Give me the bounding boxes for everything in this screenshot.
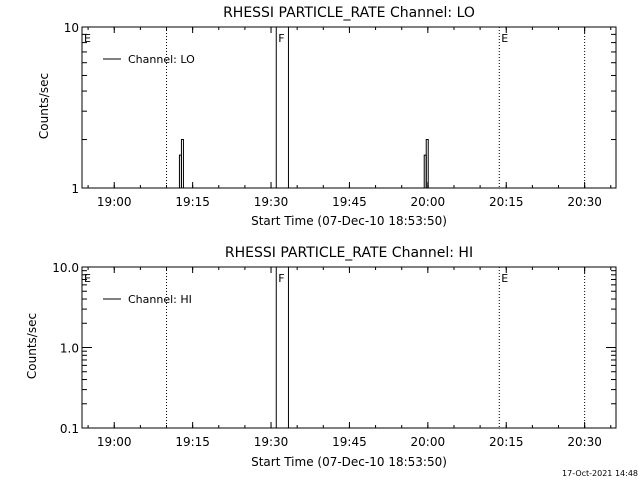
- y-tick-label: 0.1: [60, 422, 79, 436]
- timestamp: 17-Oct-2021 14:48: [562, 469, 638, 478]
- data-spike: [178, 154, 182, 188]
- y-axis-label: Counts/sec: [37, 73, 51, 139]
- event-marker-label: E: [501, 272, 508, 285]
- legend: Channel: LO: [103, 53, 195, 66]
- x-tick-label: 20:30: [567, 195, 602, 209]
- legend-label: Channel: HI: [128, 293, 192, 306]
- x-tick-label: 19:15: [175, 195, 210, 209]
- chart-title: RHESSI PARTICLE_RATE Channel: HI: [225, 245, 473, 261]
- y-axis-label: Counts/sec: [25, 313, 39, 379]
- y-tick-label: 1: [71, 182, 79, 196]
- data-spike: [423, 154, 427, 188]
- x-tick-label: 20:00: [411, 195, 446, 209]
- y-tick-label: 10: [64, 21, 79, 35]
- x-axis-label: Start Time (07-Dec-10 18:53:50): [251, 455, 447, 469]
- event-marker-label: F: [278, 32, 284, 45]
- tick-marks: 19:00 19:15 19:30 19:45 20:00 20:15 20:30 1 10: [64, 21, 616, 209]
- x-tick-label: 19:00: [97, 195, 132, 209]
- x-axis-label: Start Time (07-Dec-10 18:53:50): [251, 214, 447, 228]
- event-marker-label: E: [84, 272, 91, 285]
- x-tick-label: 20:30: [567, 435, 602, 449]
- event-marker-label: E: [84, 32, 91, 45]
- legend-label: Channel: LO: [128, 53, 195, 66]
- legend: Channel: HI: [103, 293, 192, 306]
- tick-marks: 19:00 19:15 19:30 19:45 20:00 20:15 20:30 0.1 1.…: [52, 261, 616, 449]
- x-tick-label: 20:00: [411, 435, 446, 449]
- data-series: [178, 139, 429, 188]
- event-marker-label: F: [278, 272, 284, 285]
- x-tick-label: 19:45: [332, 435, 367, 449]
- x-tick-label: 20:15: [489, 195, 524, 209]
- event-marker-label: E: [501, 32, 508, 45]
- x-tick-label: 20:15: [489, 435, 524, 449]
- panel-hi: RHESSI PARTICLE_RATE Channel: HI Counts/…: [25, 245, 617, 469]
- chart-title: RHESSI PARTICLE_RATE Channel: LO: [223, 5, 475, 21]
- x-tick-label: 19:45: [332, 195, 367, 209]
- plot-frame: [81, 266, 617, 429]
- x-tick-label: 19:30: [254, 435, 289, 449]
- x-tick-label: 19:00: [97, 435, 132, 449]
- y-tick-label: 10.0: [52, 261, 79, 275]
- x-tick-label: 19:30: [254, 195, 289, 209]
- x-tick-label: 19:15: [175, 435, 210, 449]
- panel-lo: RHESSI PARTICLE_RATE Channel: LO Counts/…: [37, 5, 617, 228]
- plot-frame: [81, 26, 617, 189]
- y-tick-label: 1.0: [60, 342, 79, 356]
